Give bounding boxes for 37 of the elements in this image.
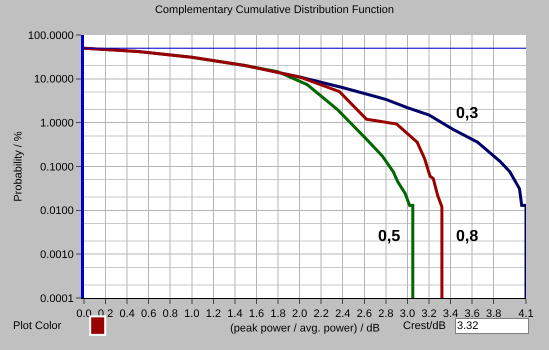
text: 3.32 — [457, 320, 478, 332]
x-tick-label: 3.0 — [400, 308, 416, 320]
x-tick-label: 2.4 — [335, 308, 350, 320]
x-tick-label: 4.1 — [518, 308, 534, 320]
x-tick-label: 3.4 — [442, 308, 458, 320]
x-tick-label: 0.4 — [119, 308, 135, 320]
text: Crest/dB — [403, 320, 446, 332]
y-tick-label: 0.0001 — [40, 292, 74, 305]
text: Plot Color — [13, 320, 62, 332]
annotation: 0,8 — [456, 228, 478, 245]
x-tick-label: 0.0 — [76, 308, 92, 320]
y-tick-label: 0.0010 — [40, 249, 74, 262]
y-tick-label: 0.1000 — [40, 161, 74, 174]
x-tick-label: 3.2 — [421, 308, 437, 320]
x-tick-label: 1.2 — [206, 308, 222, 320]
y-axis-title: Probability / % — [12, 131, 25, 202]
x-tick-label: 0.6 — [141, 308, 156, 320]
y-tick-label: 100.0000 — [28, 30, 74, 42]
x-tick-label: 2.6 — [356, 308, 372, 320]
x-tick-label: 2.8 — [378, 308, 394, 320]
x-tick-label: 1.6 — [248, 308, 264, 320]
x-tick-label: 3.6 — [464, 308, 480, 320]
x-tick-label: 2.2 — [314, 308, 329, 320]
x-axis-title: (peak power / avg. power) / dB — [230, 322, 380, 334]
annotation: 0,3 — [456, 105, 478, 122]
x-tick-label: 1.0 — [184, 308, 200, 320]
x-tick-label: 2.0 — [292, 308, 308, 320]
x-tick-label: 1.8 — [270, 308, 286, 320]
line-series — [84, 46, 444, 298]
x-tick-label: 1.4 — [227, 308, 243, 320]
y-tick-label: 0.0100 — [40, 205, 74, 218]
chart-title: Complementary Cumulative Distribution Function — [154, 4, 394, 16]
x-tick-label: 0.8 — [162, 308, 178, 320]
y-tick-label: 10.0000 — [34, 74, 74, 86]
y-tick-label: 1.0000 — [40, 118, 74, 130]
annotation: 0,5 — [378, 228, 400, 245]
x-tick-label: 3.8 — [486, 308, 502, 320]
